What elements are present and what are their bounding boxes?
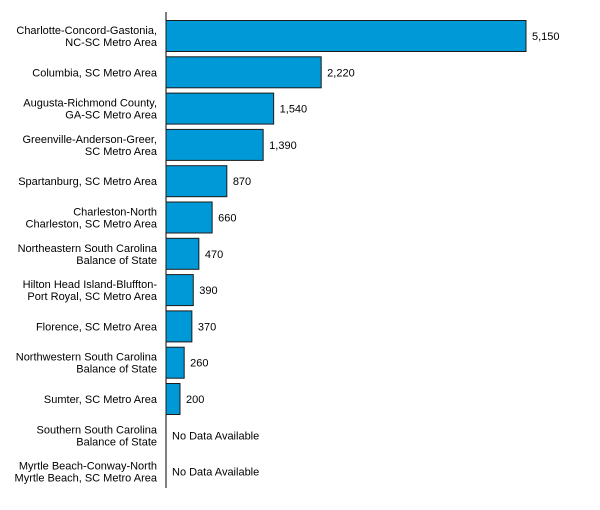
bar [165, 128, 264, 161]
value-label: 1,390 [269, 140, 297, 152]
category-label: Greenville-Anderson-Greer, SC Metro Area [22, 134, 157, 158]
category-label-line: Hilton Head Island-Bluffton- [23, 279, 158, 291]
value-label: 260 [190, 358, 208, 370]
category-label: Augusta-Richmond County, GA-SC Metro Area [23, 98, 158, 122]
value-label: 660 [218, 213, 236, 225]
bar [165, 56, 322, 89]
category-label-line: Columbia, SC Metro Area [32, 67, 158, 79]
bar [165, 237, 200, 270]
category-label-line: Balance of State [76, 255, 157, 267]
category-label-line: NC-SC Metro Area [65, 37, 158, 49]
value-label: 5,150 [532, 31, 560, 43]
bar [165, 310, 193, 343]
value-label: 390 [199, 285, 217, 297]
category-label-line: GA-SC Metro Area [65, 110, 158, 122]
category-label-line: Charleston-North [73, 207, 157, 219]
value-label: 470 [205, 249, 223, 261]
value-label: 870 [233, 176, 251, 188]
category-label: Spartanburg, SC Metro Area [18, 176, 158, 188]
category-label-line: Balance of State [76, 436, 157, 448]
category-label: Southern South Carolina Balance of State [37, 424, 158, 448]
category-label: Hilton Head Island-Bluffton-Port Royal, … [23, 279, 158, 303]
category-label-line: Balance of State [76, 364, 157, 376]
category-label-line: Northeastern South Carolina [18, 243, 158, 255]
bar [165, 274, 194, 307]
category-label-line: SC Metro Area [85, 146, 158, 158]
category-label-line: Port Royal, SC Metro Area [27, 291, 157, 303]
category-label: Florence, SC Metro Area [36, 321, 158, 333]
category-label: Charleston-North Charleston, SC Metro Are… [26, 207, 158, 231]
category-label-line: Southern South Carolina [37, 424, 158, 436]
value-label: 2,220 [327, 67, 355, 79]
category-label: Columbia, SC Metro Area [32, 67, 158, 79]
value-label: No Data Available [172, 467, 259, 479]
bars-group [165, 20, 527, 415]
category-label: Northwestern South Carolina Balance of St… [16, 352, 158, 376]
value-labels-group: 5,150 2,220 1,540 1,390 870 660 470 390 370 260 20… [172, 31, 560, 479]
category-label-line: Charleston, SC Metro Area [26, 219, 158, 231]
value-label: 200 [186, 394, 204, 406]
category-label-line: Myrtle Beach-Conway-North [19, 461, 157, 473]
bar [165, 20, 527, 52]
category-label-line: Myrtle Beach, SC Metro Area [15, 473, 158, 485]
category-labels-group: Charlotte-Concord-Gastonia, NC-SC Metro A… [15, 25, 158, 485]
category-label: Myrtle Beach-Conway-North Myrtle Beach, S… [15, 461, 158, 485]
category-label-line: Sumter, SC Metro Area [44, 394, 158, 406]
category-label-line: Spartanburg, SC Metro Area [18, 176, 158, 188]
value-label: 370 [198, 321, 216, 333]
bar [165, 92, 275, 125]
category-label: Northeastern South Carolina Balance of St… [18, 243, 158, 267]
bar [165, 165, 228, 198]
value-label: 1,540 [280, 104, 308, 116]
category-label-line: Greenville-Anderson-Greer, [22, 134, 157, 146]
category-label-line: Charlotte-Concord-Gastonia, [16, 25, 157, 37]
category-label: Charlotte-Concord-Gastonia, NC-SC Metro A… [16, 25, 157, 49]
category-label-line: Florence, SC Metro Area [36, 321, 158, 333]
category-label-line: Augusta-Richmond County, [23, 98, 157, 110]
bar [165, 346, 185, 379]
value-label: No Data Available [172, 430, 259, 442]
bar [165, 383, 181, 415]
bar [165, 201, 213, 234]
category-label: Sumter, SC Metro Area [44, 394, 158, 406]
category-label-line: Northwestern South Carolina [16, 352, 158, 364]
